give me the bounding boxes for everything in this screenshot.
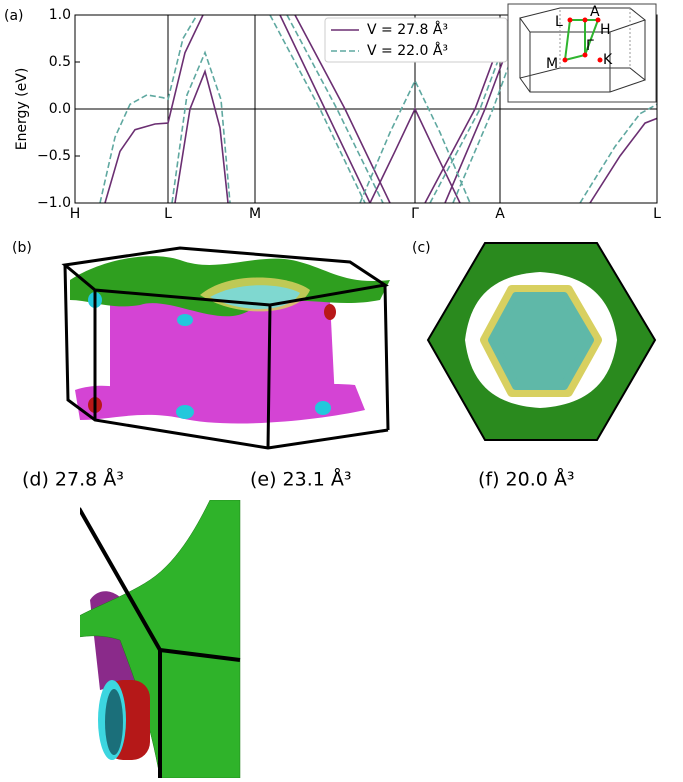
x-tick-label: A bbox=[495, 206, 505, 222]
bz-edge bbox=[80, 507, 241, 778]
plot-area: H L M Γ A L 1.0 0.5 0.0 −0.5 −1.0 V = 27.8 Å³ V = 22… bbox=[37, 7, 661, 222]
magenta-pocket bbox=[315, 572, 351, 600]
plot-frame bbox=[74, 14, 658, 204]
cyan-cap bbox=[333, 680, 361, 760]
magenta-sheet bbox=[545, 591, 595, 690]
k-point bbox=[595, 17, 601, 23]
cyan-inner bbox=[560, 689, 578, 755]
zoom-panel bbox=[495, 500, 683, 778]
bz-inset: L A H Γ M K bbox=[507, 3, 657, 103]
pocket bbox=[176, 405, 194, 419]
zoom-panel bbox=[275, 500, 475, 778]
red-cylinder bbox=[340, 680, 385, 760]
k-point bbox=[582, 17, 588, 23]
panel-label: (a) bbox=[4, 8, 24, 24]
bz-edge bbox=[495, 510, 683, 778]
bz-wireframe bbox=[61, 246, 390, 450]
bz-edge bbox=[275, 510, 475, 778]
x-tick-label: L bbox=[164, 206, 172, 222]
pocket bbox=[324, 304, 336, 320]
legend-label: V = 22.0 Å³ bbox=[367, 42, 448, 59]
cyan-sheet bbox=[488, 292, 594, 390]
legend-label: V = 27.8 Å³ bbox=[367, 21, 448, 38]
cyan-pocket bbox=[540, 580, 603, 617]
y-tick-label: 0.0 bbox=[49, 101, 71, 117]
pocket bbox=[177, 314, 193, 326]
panel-label: (e) 23.1 Å³ bbox=[250, 468, 352, 491]
k-label: K bbox=[603, 52, 613, 68]
k-point bbox=[567, 17, 573, 23]
cyan-cap bbox=[553, 680, 581, 760]
k-point bbox=[562, 57, 568, 63]
panel-label: (f) 20.0 Å³ bbox=[478, 468, 575, 491]
hole-pocket-bottom bbox=[75, 383, 365, 424]
k-label: M bbox=[546, 56, 558, 72]
band-line bbox=[99, 15, 657, 203]
k-label: A bbox=[590, 4, 600, 20]
green-sheet bbox=[80, 500, 241, 778]
cyan-inner bbox=[105, 689, 123, 755]
pocket bbox=[315, 401, 331, 415]
k-label: L bbox=[555, 14, 563, 30]
cyan-inner bbox=[340, 689, 358, 755]
bz-edges bbox=[519, 7, 647, 93]
k-point bbox=[582, 52, 588, 58]
bz-hidden-edges bbox=[559, 8, 631, 68]
red-cylinder bbox=[560, 680, 605, 760]
magenta-sheet bbox=[325, 591, 375, 690]
k-label: Γ bbox=[586, 38, 594, 54]
green-sheet bbox=[275, 500, 475, 778]
legend-box bbox=[324, 17, 508, 63]
x-tick-label: L bbox=[653, 206, 661, 222]
k-point bbox=[597, 57, 603, 63]
zoom-panels bbox=[80, 500, 683, 778]
zoom-panel bbox=[80, 500, 241, 778]
fermi-surface-3d bbox=[61, 246, 390, 450]
hole-pocket bbox=[110, 289, 335, 411]
panel-label: (b) bbox=[12, 240, 32, 256]
x-tick-label: Γ bbox=[411, 206, 419, 222]
panel-label: (c) bbox=[412, 240, 431, 256]
green-sheet bbox=[495, 500, 683, 778]
x-tick-label: H bbox=[70, 206, 81, 222]
panel-label: (d) 27.8 Å³ bbox=[22, 468, 124, 491]
y-axis-label: Energy (eV) bbox=[14, 68, 30, 151]
k-label: H bbox=[600, 22, 611, 38]
fermi-surface-top bbox=[426, 242, 657, 441]
y-tick-label: 0.5 bbox=[49, 54, 71, 70]
y-tick-label: −1.0 bbox=[37, 195, 71, 211]
band-line bbox=[104, 15, 657, 203]
y-tick-label: 1.0 bbox=[49, 7, 71, 23]
magenta-pocket bbox=[535, 573, 610, 619]
x-tick-label: M bbox=[249, 206, 261, 222]
y-tick-label: −0.5 bbox=[37, 148, 71, 164]
